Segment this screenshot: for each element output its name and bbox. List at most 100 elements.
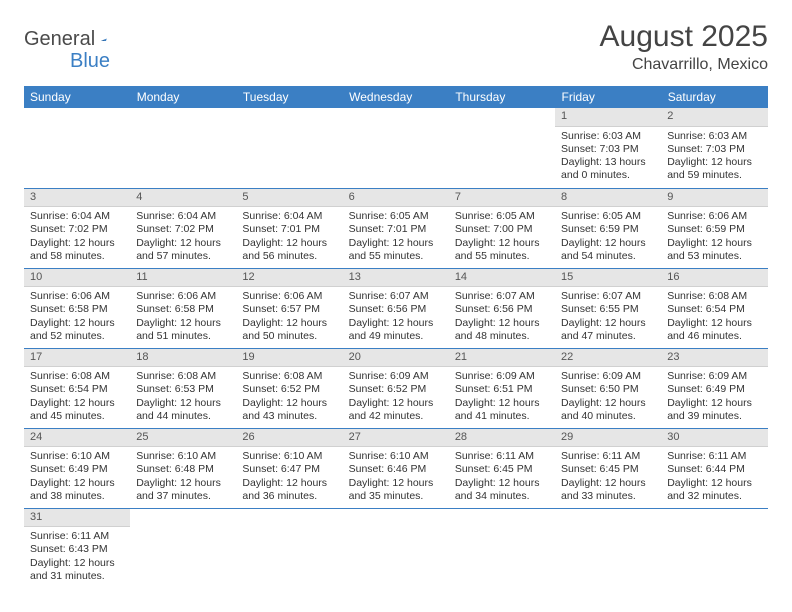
day-content: Sunrise: 6:05 AMSunset: 6:59 PMDaylight:…: [555, 207, 661, 267]
sunset-text: Sunset: 6:46 PM: [349, 463, 443, 476]
daylight-text: Daylight: 12 hours and 49 minutes.: [349, 317, 443, 343]
calendar-cell: 7Sunrise: 6:05 AMSunset: 7:00 PMDaylight…: [449, 188, 555, 268]
sunrise-text: Sunrise: 6:04 AM: [136, 210, 230, 223]
day-number: 13: [343, 269, 449, 288]
sunrise-text: Sunrise: 6:04 AM: [30, 210, 124, 223]
calendar-cell: [449, 508, 555, 588]
daylight-text: Daylight: 12 hours and 51 minutes.: [136, 317, 230, 343]
calendar-week-row: 1Sunrise: 6:03 AMSunset: 7:03 PMDaylight…: [24, 108, 768, 188]
sunset-text: Sunset: 6:59 PM: [561, 223, 655, 236]
day-content: Sunrise: 6:04 AMSunset: 7:01 PMDaylight:…: [236, 207, 342, 267]
daylight-text: Daylight: 12 hours and 35 minutes.: [349, 477, 443, 503]
sunset-text: Sunset: 6:52 PM: [349, 383, 443, 396]
sunset-text: Sunset: 6:45 PM: [561, 463, 655, 476]
sunrise-text: Sunrise: 6:10 AM: [136, 450, 230, 463]
calendar-cell: 13Sunrise: 6:07 AMSunset: 6:56 PMDayligh…: [343, 268, 449, 348]
sunrise-text: Sunrise: 6:11 AM: [30, 530, 124, 543]
sunset-text: Sunset: 6:44 PM: [667, 463, 761, 476]
day-number: 10: [24, 269, 130, 288]
day-content: Sunrise: 6:11 AMSunset: 6:43 PMDaylight:…: [24, 527, 130, 587]
sunset-text: Sunset: 6:54 PM: [667, 303, 761, 316]
calendar-cell: 15Sunrise: 6:07 AMSunset: 6:55 PMDayligh…: [555, 268, 661, 348]
daylight-text: Daylight: 12 hours and 48 minutes.: [455, 317, 549, 343]
sunrise-text: Sunrise: 6:03 AM: [561, 130, 655, 143]
sunset-text: Sunset: 6:49 PM: [667, 383, 761, 396]
daylight-text: Daylight: 12 hours and 34 minutes.: [455, 477, 549, 503]
day-number: 24: [24, 429, 130, 448]
daylight-text: Daylight: 12 hours and 50 minutes.: [242, 317, 336, 343]
sunrise-text: Sunrise: 6:09 AM: [667, 370, 761, 383]
day-content: Sunrise: 6:05 AMSunset: 7:01 PMDaylight:…: [343, 207, 449, 267]
calendar-cell: [661, 508, 767, 588]
day-content: Sunrise: 6:08 AMSunset: 6:54 PMDaylight:…: [661, 287, 767, 347]
sunrise-text: Sunrise: 6:06 AM: [136, 290, 230, 303]
logo-text-blue: Blue: [70, 50, 110, 73]
sunrise-text: Sunrise: 6:08 AM: [136, 370, 230, 383]
day-content: Sunrise: 6:07 AMSunset: 6:56 PMDaylight:…: [343, 287, 449, 347]
sunset-text: Sunset: 7:02 PM: [136, 223, 230, 236]
day-number: 3: [24, 189, 130, 208]
day-number: 31: [24, 509, 130, 528]
daylight-text: Daylight: 12 hours and 54 minutes.: [561, 237, 655, 263]
daylight-text: Daylight: 12 hours and 42 minutes.: [349, 397, 443, 423]
sunset-text: Sunset: 7:02 PM: [30, 223, 124, 236]
daylight-text: Daylight: 12 hours and 38 minutes.: [30, 477, 124, 503]
calendar-week-row: 17Sunrise: 6:08 AMSunset: 6:54 PMDayligh…: [24, 348, 768, 428]
day-content: Sunrise: 6:09 AMSunset: 6:51 PMDaylight:…: [449, 367, 555, 427]
day-number: 12: [236, 269, 342, 288]
sunset-text: Sunset: 7:00 PM: [455, 223, 549, 236]
sunrise-text: Sunrise: 6:07 AM: [349, 290, 443, 303]
day-content: Sunrise: 6:07 AMSunset: 6:55 PMDaylight:…: [555, 287, 661, 347]
weekday-header: Sunday: [24, 86, 130, 108]
sunset-text: Sunset: 7:03 PM: [561, 143, 655, 156]
sunrise-text: Sunrise: 6:11 AM: [455, 450, 549, 463]
daylight-text: Daylight: 12 hours and 33 minutes.: [561, 477, 655, 503]
day-number: 27: [343, 429, 449, 448]
day-number: 17: [24, 349, 130, 368]
calendar-cell: 22Sunrise: 6:09 AMSunset: 6:50 PMDayligh…: [555, 348, 661, 428]
logo-flag-icon: [101, 31, 107, 49]
calendar-cell: 31Sunrise: 6:11 AMSunset: 6:43 PMDayligh…: [24, 508, 130, 588]
daylight-text: Daylight: 12 hours and 31 minutes.: [30, 557, 124, 583]
day-content: Sunrise: 6:09 AMSunset: 6:52 PMDaylight:…: [343, 367, 449, 427]
calendar-cell: 16Sunrise: 6:08 AMSunset: 6:54 PMDayligh…: [661, 268, 767, 348]
weekday-header: Tuesday: [236, 86, 342, 108]
sunrise-text: Sunrise: 6:05 AM: [561, 210, 655, 223]
sunset-text: Sunset: 6:55 PM: [561, 303, 655, 316]
sunrise-text: Sunrise: 6:09 AM: [349, 370, 443, 383]
day-content: Sunrise: 6:08 AMSunset: 6:53 PMDaylight:…: [130, 367, 236, 427]
sunset-text: Sunset: 7:01 PM: [349, 223, 443, 236]
month-title: August 2025: [600, 20, 768, 54]
day-content: Sunrise: 6:05 AMSunset: 7:00 PMDaylight:…: [449, 207, 555, 267]
sunrise-text: Sunrise: 6:11 AM: [667, 450, 761, 463]
calendar-cell: 23Sunrise: 6:09 AMSunset: 6:49 PMDayligh…: [661, 348, 767, 428]
sunset-text: Sunset: 7:01 PM: [242, 223, 336, 236]
sunset-text: Sunset: 6:57 PM: [242, 303, 336, 316]
sunrise-text: Sunrise: 6:06 AM: [242, 290, 336, 303]
calendar-cell: 21Sunrise: 6:09 AMSunset: 6:51 PMDayligh…: [449, 348, 555, 428]
sunrise-text: Sunrise: 6:05 AM: [455, 210, 549, 223]
calendar-cell: 24Sunrise: 6:10 AMSunset: 6:49 PMDayligh…: [24, 428, 130, 508]
calendar-cell: 19Sunrise: 6:08 AMSunset: 6:52 PMDayligh…: [236, 348, 342, 428]
day-content: Sunrise: 6:08 AMSunset: 6:52 PMDaylight:…: [236, 367, 342, 427]
sunrise-text: Sunrise: 6:10 AM: [349, 450, 443, 463]
daylight-text: Daylight: 12 hours and 44 minutes.: [136, 397, 230, 423]
calendar-cell: [555, 508, 661, 588]
title-block: August 2025 Chavarrillo, Mexico: [600, 20, 768, 74]
calendar-cell: [24, 108, 130, 188]
sunset-text: Sunset: 6:58 PM: [30, 303, 124, 316]
day-content: Sunrise: 6:11 AMSunset: 6:44 PMDaylight:…: [661, 447, 767, 507]
sunrise-text: Sunrise: 6:04 AM: [242, 210, 336, 223]
location: Chavarrillo, Mexico: [600, 56, 768, 74]
sunset-text: Sunset: 6:50 PM: [561, 383, 655, 396]
day-content: Sunrise: 6:06 AMSunset: 6:57 PMDaylight:…: [236, 287, 342, 347]
sunset-text: Sunset: 6:52 PM: [242, 383, 336, 396]
daylight-text: Daylight: 12 hours and 52 minutes.: [30, 317, 124, 343]
daylight-text: Daylight: 12 hours and 39 minutes.: [667, 397, 761, 423]
daylight-text: Daylight: 12 hours and 58 minutes.: [30, 237, 124, 263]
sunrise-text: Sunrise: 6:07 AM: [455, 290, 549, 303]
day-content: Sunrise: 6:10 AMSunset: 6:49 PMDaylight:…: [24, 447, 130, 507]
day-content: Sunrise: 6:08 AMSunset: 6:54 PMDaylight:…: [24, 367, 130, 427]
day-number: 1: [555, 108, 661, 127]
weekday-header: Thursday: [449, 86, 555, 108]
